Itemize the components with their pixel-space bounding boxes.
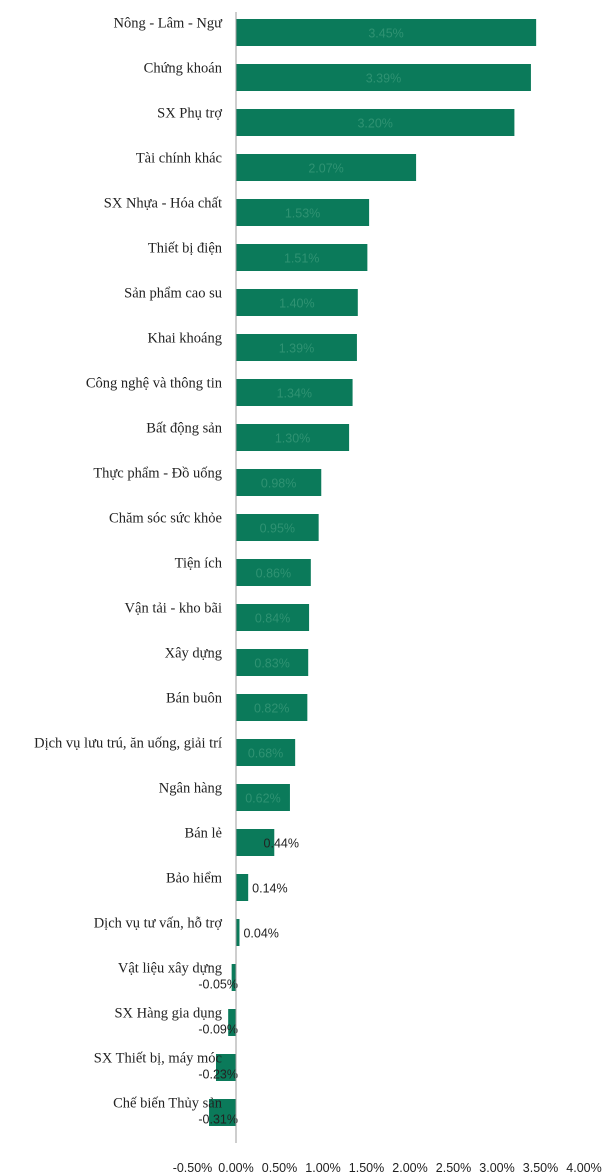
bar	[236, 874, 248, 901]
x-axis-ticks-group: -0.50% 0.00% 0.50% 1.00% 1.50% 2.00% 2.50% 3.00…	[173, 1161, 602, 1175]
category-label: Bán buôn	[166, 691, 223, 707]
category-label: SX Hàng gia dụng	[114, 1006, 222, 1022]
value-label: -0.09%	[198, 1023, 238, 1037]
x-tick-label: 0.50%	[262, 1161, 297, 1175]
value-label: 0.44%	[264, 837, 299, 851]
category-label: Nông - Lâm - Ngư	[113, 16, 223, 32]
category-labels-group: Nông - Lâm - Ngư Chứng khoán SX Phụ trợ Tài…	[34, 16, 223, 1112]
category-label: Dịch vụ lưu trú, ăn uống, giải trí	[34, 736, 222, 752]
category-label: Dịch vụ tư vấn, hỗ trợ	[94, 916, 223, 932]
category-label: Khai khoáng	[148, 331, 223, 347]
value-label: 2.07%	[308, 162, 343, 176]
value-label: 1.34%	[277, 387, 312, 401]
category-label: Tiện ích	[175, 556, 223, 572]
value-label: 0.82%	[254, 702, 289, 716]
value-label: 3.45%	[368, 27, 403, 41]
value-label: 3.39%	[366, 72, 401, 86]
value-label: 0.62%	[245, 792, 280, 806]
value-label: 3.20%	[357, 117, 392, 131]
value-label: 0.86%	[256, 567, 291, 581]
category-label: Vận tải - kho bãi	[125, 601, 222, 617]
value-label: 0.83%	[254, 657, 289, 671]
x-tick-label: 2.00%	[392, 1161, 427, 1175]
value-label: 0.14%	[252, 882, 287, 896]
value-label: 0.84%	[255, 612, 290, 626]
x-tick-label: -0.50%	[173, 1161, 213, 1175]
value-label: 1.30%	[275, 432, 310, 446]
x-tick-label: 3.50%	[523, 1161, 558, 1175]
value-label: 0.98%	[261, 477, 296, 491]
x-tick-label: 1.00%	[305, 1161, 340, 1175]
value-label: 1.40%	[279, 297, 314, 311]
value-label: 1.53%	[285, 207, 320, 221]
category-label: SX Thiết bị, máy móc	[94, 1051, 222, 1067]
category-label: Ngân hàng	[159, 781, 222, 797]
value-label: -0.31%	[198, 1113, 238, 1127]
category-label: Bảo hiểm	[166, 871, 223, 887]
value-label: 0.95%	[260, 522, 295, 536]
x-tick-label: 3.00%	[479, 1161, 514, 1175]
category-label: SX Nhựa - Hóa chất	[104, 196, 222, 212]
category-label: Chứng khoán	[144, 61, 223, 77]
x-tick-label: 1.50%	[349, 1161, 384, 1175]
category-label: Công nghệ và thông tin	[86, 376, 223, 392]
category-label: SX Phụ trợ	[157, 106, 222, 122]
x-tick-label: 4.00%	[566, 1161, 601, 1175]
value-label: -0.23%	[198, 1068, 238, 1082]
category-label: Xây dựng	[165, 646, 222, 662]
x-tick-label: 2.50%	[436, 1161, 471, 1175]
category-label: Bán lẻ	[185, 826, 222, 842]
category-label: Tài chính khác	[136, 151, 222, 167]
category-label: Thiết bị điện	[148, 241, 223, 257]
category-label: Chế biến Thủy sản	[113, 1096, 223, 1112]
value-label: 0.04%	[243, 927, 278, 941]
value-label: 1.39%	[279, 342, 314, 356]
category-label: Thực phẩm - Đồ uống	[93, 466, 222, 482]
category-label: Vật liệu xây dựng	[118, 961, 222, 977]
value-label: 0.68%	[248, 747, 283, 761]
category-label: Bất động sản	[146, 421, 222, 437]
category-label: Sản phẩm cao su	[124, 286, 222, 302]
value-label: 1.51%	[284, 252, 319, 266]
category-label: Chăm sóc sức khỏe	[109, 511, 222, 527]
bar	[236, 919, 239, 946]
x-tick-label: 0.00%	[218, 1161, 253, 1175]
value-label: -0.05%	[198, 978, 238, 992]
